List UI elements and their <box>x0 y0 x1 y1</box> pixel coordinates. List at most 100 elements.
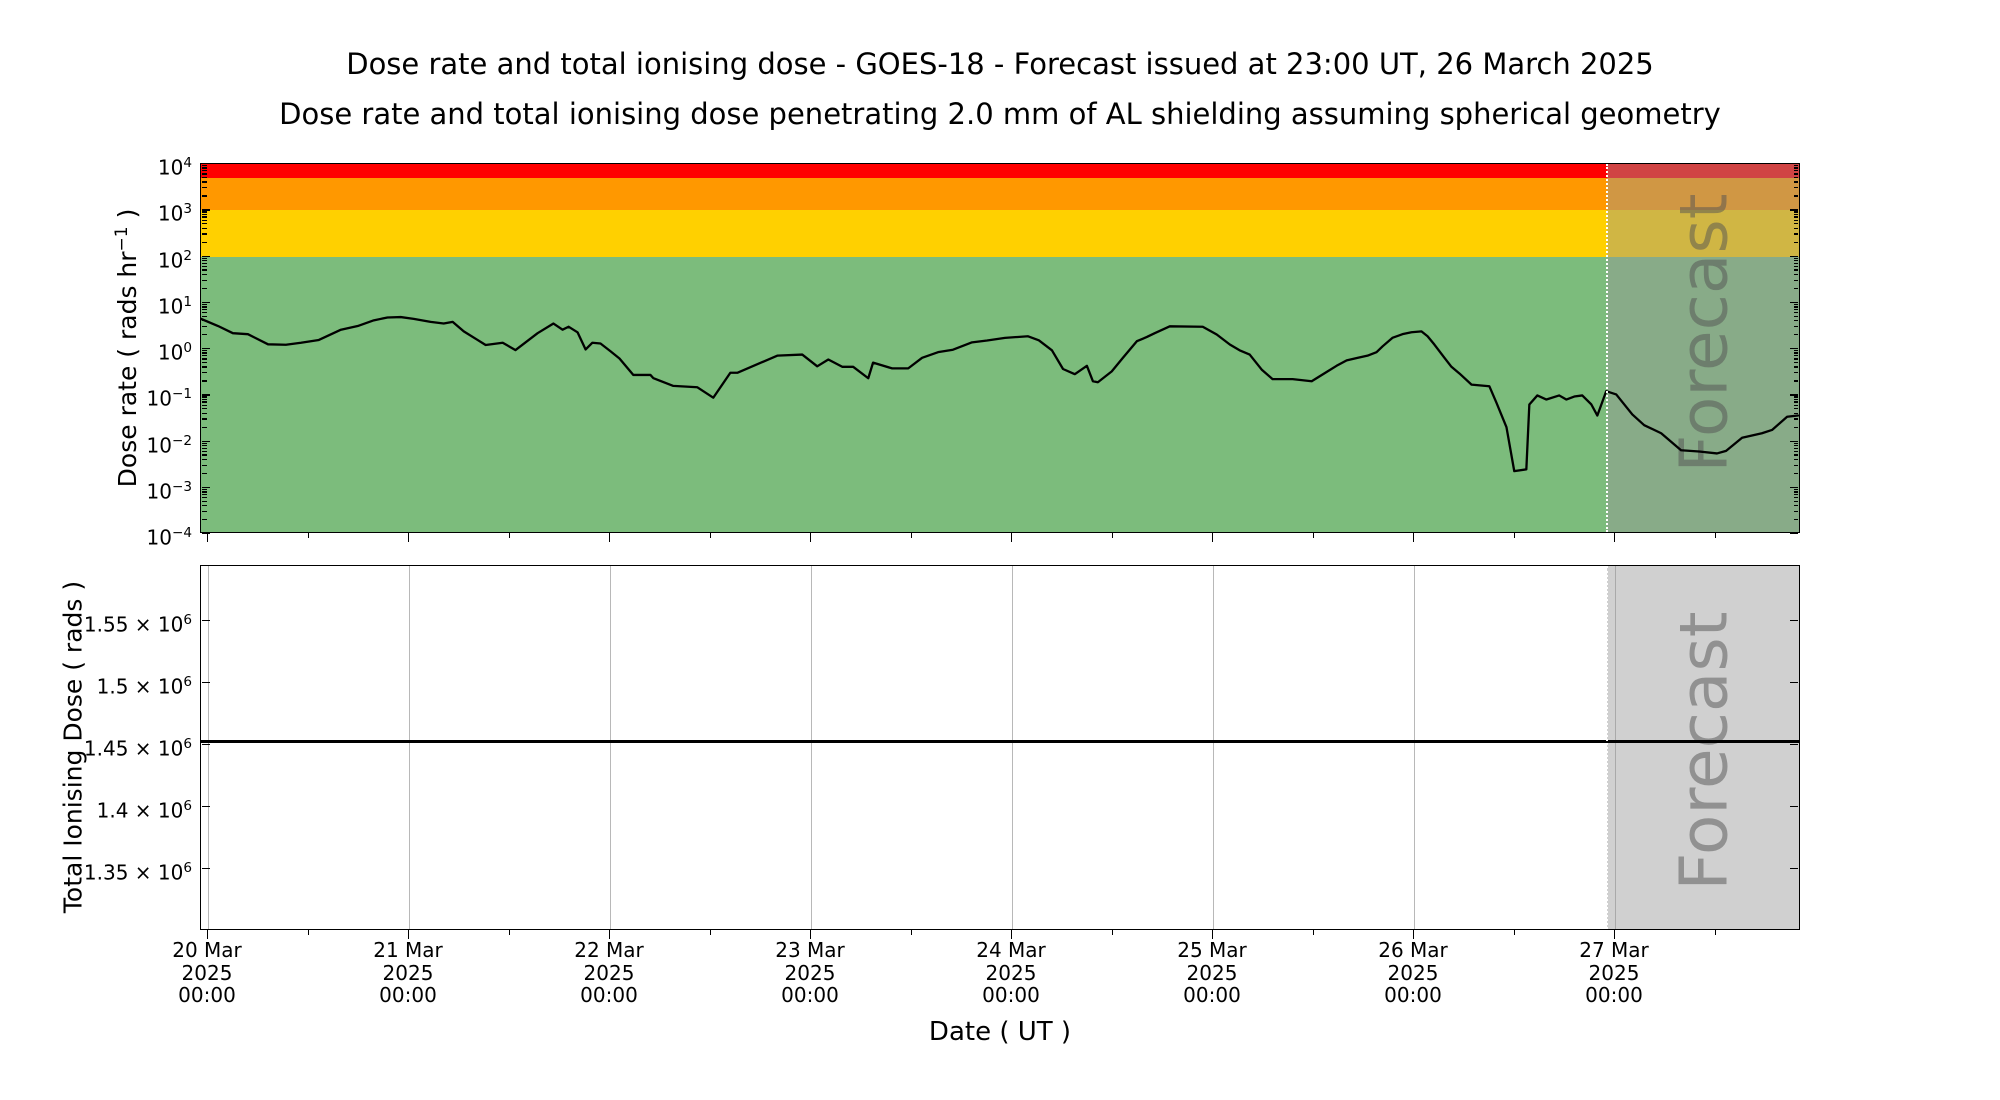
total-dose-line <box>201 740 1799 743</box>
x-tick-minor <box>1513 533 1515 538</box>
x-tick-label-line: 2025 <box>985 960 1037 985</box>
y-tick-minor <box>202 401 207 403</box>
y-tick-major <box>202 394 210 396</box>
x-tick-label-line: 22 Mar <box>574 938 644 962</box>
y-tick-minor <box>1793 426 1798 428</box>
x-tick-minor <box>508 930 510 935</box>
y-tick-minor <box>1793 287 1798 290</box>
y-tick-minor <box>202 500 207 502</box>
y-tick-minor <box>1793 418 1798 420</box>
y-tick-minor <box>202 233 207 235</box>
y-tick-minor <box>202 257 207 259</box>
x-axis-label: Date ( UT ) <box>928 1017 1072 1047</box>
y-tick-major <box>1790 533 1798 535</box>
y-tick-minor <box>1793 488 1798 491</box>
x-tick-major <box>810 533 812 542</box>
x-tick-minor <box>508 533 510 538</box>
y-tick-minor <box>202 181 207 183</box>
dose-rate-line <box>201 315 1799 473</box>
threshold-band-green <box>201 256 1799 532</box>
y-tick-minor <box>1793 259 1798 262</box>
x-tick-major <box>207 930 209 939</box>
x-tick-major <box>408 930 410 939</box>
y-tick-minor <box>1793 396 1798 398</box>
y-tick-minor <box>202 170 207 172</box>
x-tick-minor <box>910 533 912 538</box>
x-tick-label-line: 2025 <box>1387 960 1439 985</box>
x-tick-major <box>408 533 410 542</box>
y-tick-minor <box>1793 320 1798 322</box>
y-tick-minor <box>1793 213 1798 216</box>
x-tick-label: 27 Mar 2025 00:00 <box>1544 939 1684 1007</box>
y-tick-minor <box>202 195 207 197</box>
x-tick-label: 21 Mar 2025 00:00 <box>338 939 478 1007</box>
y-tick-minor <box>1793 265 1798 268</box>
y-tick-minor <box>1793 447 1798 449</box>
x-tick-label-line: 00:00 <box>1384 983 1442 1007</box>
x-tick-minor <box>1513 930 1515 935</box>
day-gridline <box>1012 566 1014 929</box>
y-tick-major <box>1790 394 1798 396</box>
y-tick-minor <box>1793 454 1798 456</box>
y-tick-minor <box>1793 401 1798 403</box>
x-tick-major <box>1413 930 1415 939</box>
y-tick-label: 1.5 × 106 <box>96 674 192 699</box>
threshold-band-orange <box>201 177 1799 211</box>
y-tick-minor <box>1793 273 1798 276</box>
x-tick-label-line: 20 Mar <box>172 938 242 962</box>
y-tick-major <box>202 744 210 746</box>
y-tick-minor <box>202 361 207 364</box>
y-tick-minor <box>1793 211 1798 213</box>
x-tick-major <box>1212 930 1214 939</box>
y-tick-minor <box>1793 257 1798 259</box>
y-tick-major <box>1790 744 1798 746</box>
dose-rate-plot-area <box>201 315 1799 473</box>
y-tick-major <box>202 163 210 165</box>
x-tick-major <box>1011 930 1013 939</box>
y-tick-minor <box>202 306 207 308</box>
dose-rate-panel: Forecast <box>200 163 1800 533</box>
y-tick-minor <box>1793 358 1798 360</box>
y-tick-minor <box>1793 312 1798 314</box>
x-tick-minor <box>1111 930 1113 935</box>
y-tick-major <box>1790 620 1798 622</box>
y-tick-minor <box>1793 355 1798 357</box>
y-tick-minor <box>1793 195 1798 197</box>
y-tick-minor <box>202 380 207 382</box>
x-tick-major <box>609 533 611 542</box>
y-tick-minor <box>1793 408 1798 410</box>
y-tick-major <box>1790 163 1798 165</box>
y-tick-minor <box>1793 167 1798 169</box>
x-tick-label-line: 2025 <box>784 960 836 985</box>
y-tick-minor <box>1793 350 1798 352</box>
y-tick-minor <box>1793 510 1798 513</box>
x-tick-label: 25 Mar 2025 00:00 <box>1142 939 1282 1007</box>
y-tick-minor <box>1793 404 1798 406</box>
y-tick-minor <box>1793 233 1798 235</box>
y-tick-label: 102 <box>157 247 192 273</box>
x-tick-label-line: 23 Mar <box>775 938 845 962</box>
y-tick-minor <box>202 273 207 276</box>
y-tick-minor <box>202 325 207 328</box>
y-tick-major <box>202 255 210 257</box>
y-tick-minor <box>1793 366 1798 368</box>
x-tick-minor <box>1714 533 1716 538</box>
y-tick-minor <box>202 497 207 499</box>
y-tick-minor <box>202 334 207 336</box>
y-tick-minor <box>1793 412 1798 414</box>
y-tick-minor <box>202 216 207 218</box>
x-tick-major <box>1614 533 1616 542</box>
x-tick-major <box>1011 533 1013 542</box>
y-tick-minor <box>1793 223 1798 225</box>
y-tick-major <box>202 348 210 350</box>
total-dose-panel: Forecast <box>200 565 1800 930</box>
y-tick-minor <box>1793 325 1798 328</box>
x-tick-major <box>1614 930 1616 939</box>
y-tick-minor <box>202 211 207 213</box>
forecast-dotted-line-bottom <box>1605 566 1608 929</box>
y-tick-label: 1.55 × 106 <box>83 612 192 637</box>
threshold-band-red <box>201 164 1799 178</box>
y-tick-minor <box>1793 269 1798 271</box>
y-tick-label: 103 <box>157 201 192 226</box>
y-tick-minor <box>202 418 207 420</box>
